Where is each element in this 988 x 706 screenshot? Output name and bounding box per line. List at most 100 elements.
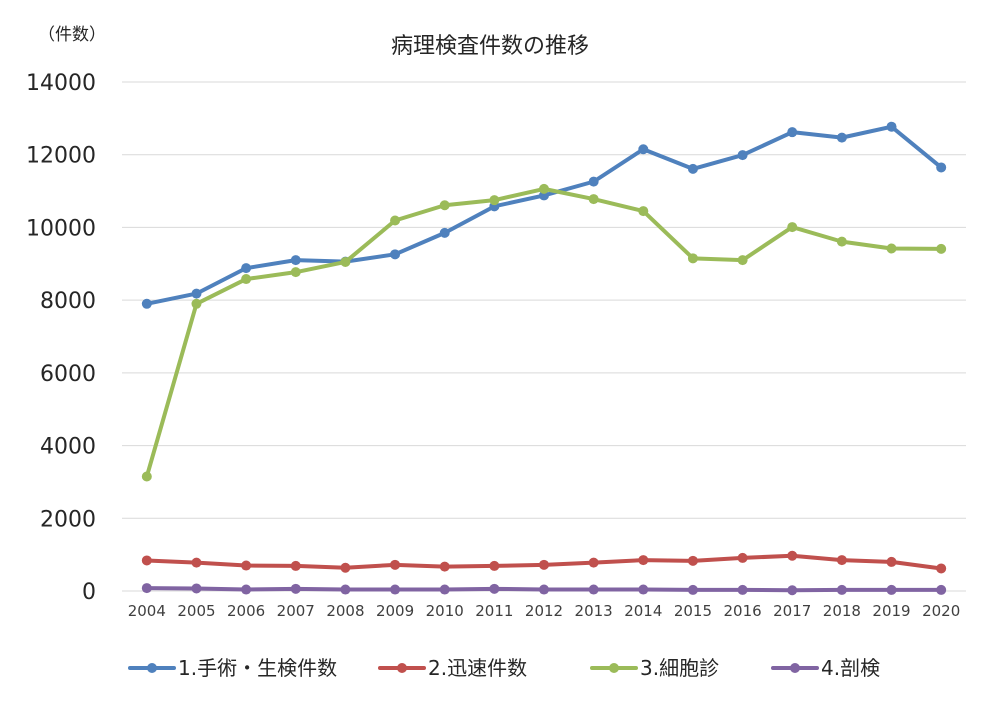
data-point bbox=[290, 255, 301, 266]
legend-swatch-marker bbox=[609, 663, 619, 673]
x-tick-label: 2017 bbox=[773, 602, 811, 620]
x-tick-label: 2016 bbox=[723, 602, 761, 620]
series-1 bbox=[141, 121, 947, 309]
data-point bbox=[638, 555, 649, 566]
data-point bbox=[191, 557, 202, 568]
data-point bbox=[638, 144, 649, 155]
series-lines bbox=[141, 121, 947, 596]
data-point bbox=[687, 584, 698, 595]
legend-item: 2.迅速件数 bbox=[378, 656, 527, 680]
x-tick-label: 2014 bbox=[624, 602, 662, 620]
data-point bbox=[638, 584, 649, 595]
x-axis-ticks: 2004 2005 2006 2007 2008 2009 2010 2011 2012 2013… bbox=[128, 602, 961, 620]
series-4 bbox=[141, 583, 947, 596]
x-tick-label: 2006 bbox=[227, 602, 265, 620]
data-point bbox=[489, 195, 500, 206]
data-point bbox=[141, 298, 152, 309]
data-point bbox=[787, 585, 798, 596]
data-point bbox=[141, 583, 152, 594]
y-tick-label: 14000 bbox=[26, 71, 96, 96]
data-point bbox=[936, 162, 947, 173]
data-point bbox=[737, 255, 748, 266]
data-point bbox=[390, 584, 401, 595]
data-point bbox=[141, 471, 152, 482]
y-tick-label: 4000 bbox=[40, 435, 96, 460]
data-point bbox=[539, 559, 549, 570]
data-point bbox=[439, 200, 450, 211]
data-point bbox=[241, 560, 252, 571]
data-point bbox=[886, 121, 897, 132]
data-point bbox=[390, 215, 401, 226]
x-tick-label: 2015 bbox=[674, 602, 712, 620]
y-tick-label: 10000 bbox=[26, 216, 96, 241]
data-point bbox=[290, 583, 301, 594]
data-point bbox=[836, 236, 847, 247]
data-point bbox=[886, 556, 897, 567]
x-tick-label: 2013 bbox=[575, 602, 613, 620]
data-point bbox=[836, 132, 847, 143]
data-point bbox=[936, 243, 947, 254]
data-point bbox=[191, 298, 202, 309]
legend-label: 2.迅速件数 bbox=[428, 656, 527, 680]
data-point bbox=[191, 288, 202, 299]
data-point bbox=[241, 263, 252, 274]
legend-item: 3.細胞診 bbox=[590, 656, 719, 680]
legend-label: 4.剖検 bbox=[821, 656, 880, 680]
legend-swatch-marker bbox=[147, 663, 157, 673]
legend-item: 4.剖検 bbox=[771, 656, 880, 680]
y-tick-label: 12000 bbox=[26, 144, 96, 169]
data-point bbox=[539, 183, 549, 194]
data-point bbox=[439, 227, 450, 238]
data-point bbox=[936, 584, 947, 595]
data-point bbox=[886, 584, 897, 595]
data-point bbox=[588, 194, 599, 205]
y-tick-label: 8000 bbox=[40, 289, 96, 314]
x-tick-label: 2020 bbox=[922, 602, 960, 620]
legend-swatch-marker bbox=[790, 663, 800, 673]
data-point bbox=[340, 584, 351, 595]
data-point bbox=[439, 584, 450, 595]
data-point bbox=[340, 562, 351, 573]
data-point bbox=[290, 267, 301, 278]
data-point bbox=[638, 206, 649, 217]
data-point bbox=[141, 555, 152, 566]
data-point bbox=[737, 552, 748, 563]
data-point bbox=[390, 249, 401, 260]
x-tick-label: 2008 bbox=[326, 602, 364, 620]
data-point bbox=[687, 163, 698, 174]
data-point bbox=[340, 256, 351, 267]
grid-lines bbox=[122, 81, 966, 592]
legend-swatch-marker bbox=[397, 663, 407, 673]
data-point bbox=[588, 584, 599, 595]
legend-label: 3.細胞診 bbox=[640, 656, 719, 680]
data-point bbox=[936, 563, 947, 574]
x-tick-label: 2010 bbox=[426, 602, 464, 620]
data-point bbox=[886, 243, 897, 254]
x-tick-label: 2007 bbox=[277, 602, 315, 620]
y-unit-label: （件数） bbox=[38, 25, 106, 45]
data-point bbox=[836, 584, 847, 595]
x-tick-label: 2004 bbox=[128, 602, 166, 620]
data-point bbox=[539, 584, 549, 595]
series-line bbox=[144, 186, 944, 479]
data-point bbox=[588, 176, 599, 187]
data-point bbox=[787, 222, 798, 233]
y-tick-label: 2000 bbox=[40, 507, 96, 532]
x-tick-label: 2012 bbox=[525, 602, 563, 620]
x-tick-label: 2009 bbox=[376, 602, 414, 620]
data-point bbox=[489, 560, 500, 571]
data-point bbox=[687, 253, 698, 264]
data-point bbox=[836, 555, 847, 566]
legend-item: 1.手術・生検件数 bbox=[128, 656, 337, 680]
x-tick-label: 2019 bbox=[872, 602, 910, 620]
data-point bbox=[588, 557, 599, 568]
data-point bbox=[737, 584, 748, 595]
legend-label: 1.手術・生検件数 bbox=[178, 656, 337, 680]
data-point bbox=[787, 127, 798, 138]
data-point bbox=[241, 274, 252, 285]
data-point bbox=[737, 150, 748, 161]
data-point bbox=[787, 550, 798, 561]
data-point bbox=[390, 559, 401, 570]
data-point bbox=[687, 555, 698, 566]
